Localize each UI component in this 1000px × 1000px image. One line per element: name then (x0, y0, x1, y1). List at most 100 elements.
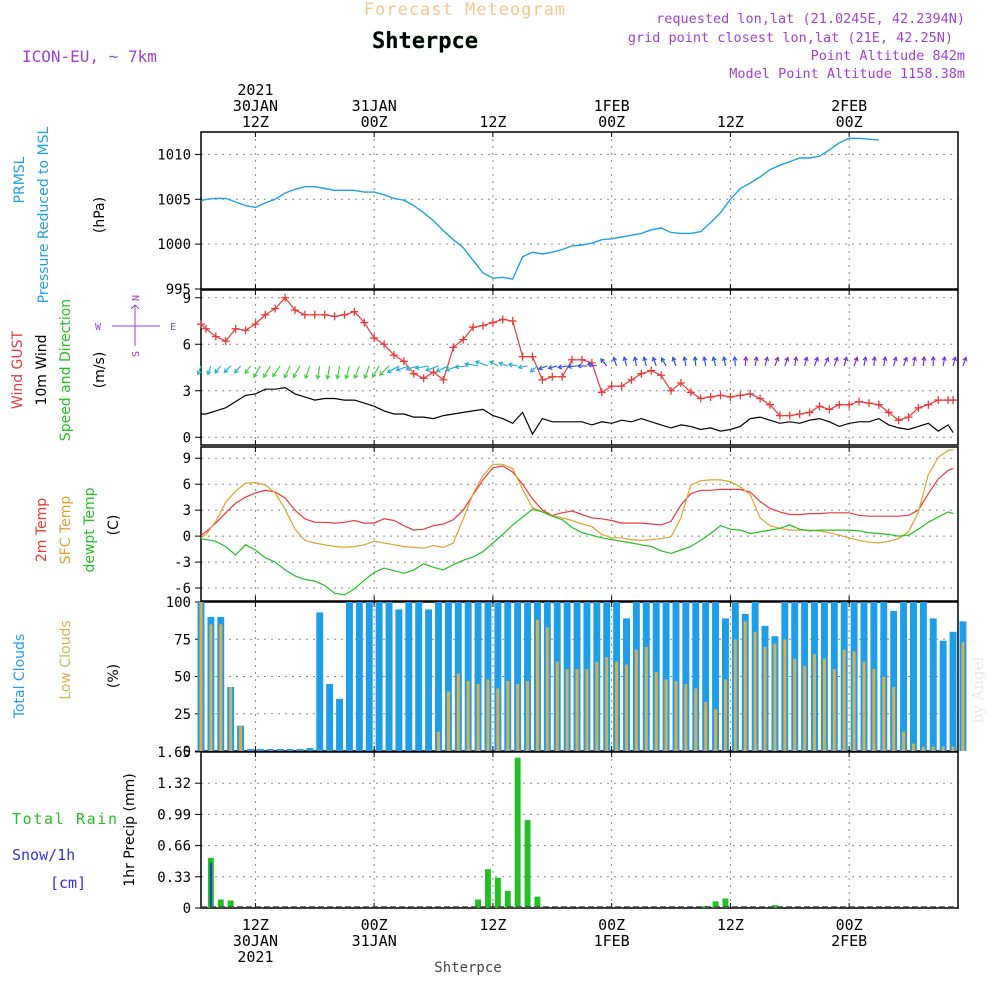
wind-arrow (652, 357, 657, 367)
wind-arrow-head (196, 370, 202, 376)
wind-arrow (489, 360, 499, 367)
wind-arrow-head (682, 355, 688, 362)
wind-arrow (843, 357, 848, 367)
total-cloud-bar (316, 612, 324, 751)
low-cloud-bar (625, 664, 628, 751)
wind-arrow-head (464, 361, 470, 367)
wind-arrow-head (803, 356, 809, 362)
precip-frame (200, 751, 959, 909)
low-cloud-bar (793, 658, 797, 751)
wind-arrow (744, 356, 747, 367)
rain-bar (771, 905, 778, 908)
total-cloud-bar (910, 602, 917, 751)
wind-arrow (643, 357, 647, 367)
wind-arrow-head (386, 368, 392, 374)
wind-arrow-head (272, 372, 277, 378)
wind-arrow (436, 365, 449, 372)
low-cloud-bar (803, 666, 807, 751)
wind-arrow-head (833, 356, 839, 362)
wind-arrow (244, 365, 251, 374)
wind-gust-marker (934, 396, 943, 405)
top-time-label: 31JAN (352, 97, 397, 115)
wind-gust-marker (627, 375, 636, 384)
low-cloud-bar (239, 725, 243, 751)
low-cloud-bar (229, 686, 233, 751)
pressure-ytick-label: 995 (166, 282, 191, 298)
wind-gust-marker (310, 310, 319, 319)
wind-arrow-head (335, 374, 341, 380)
wind-gust-marker (706, 392, 715, 401)
wind-arrow (794, 356, 797, 367)
wind-arrow (893, 357, 897, 367)
wind-gust-marker (399, 357, 408, 366)
rain-bar (722, 898, 729, 908)
low-cloud-bar (931, 746, 935, 751)
wind-direction-label: Speed and Direction (58, 299, 74, 441)
wind-arrow-head (921, 355, 927, 361)
wind-arrow-head (395, 366, 401, 372)
wind-arrow (922, 356, 925, 367)
wind-arrow (833, 357, 838, 367)
temp2m-line (200, 465, 954, 536)
low-cloud-bar (723, 679, 727, 751)
low-cloud-bar (783, 639, 787, 751)
low-clouds-label: Low Clouds (58, 620, 74, 699)
total-cloud-bar (306, 748, 314, 751)
rain-bar (514, 757, 521, 908)
cloud-panel: 0 25 50 75 100 (166, 595, 967, 760)
low-cloud-bar (644, 646, 648, 751)
temp-ytick-label: 0 (183, 529, 191, 545)
wind-arrow (672, 357, 677, 367)
low-cloud-bar (466, 680, 470, 751)
wind-gust-marker (271, 304, 280, 313)
wind-arrow-head (206, 370, 212, 376)
wind-arrow-head (557, 364, 563, 370)
low-cloud-bar (743, 621, 747, 751)
wind-arrow-head (223, 368, 229, 374)
wind-arrow (694, 356, 697, 367)
total-cloud-bar (514, 602, 522, 751)
low-cloud-bar (654, 672, 658, 751)
wind-arrow-head (862, 355, 868, 362)
rain-bar (712, 901, 719, 908)
rain-bar (524, 820, 531, 908)
wind-arrow-head (292, 373, 298, 379)
wind-arrow-head (325, 374, 331, 380)
total-cloud-bar (326, 683, 334, 751)
wind-gust-label: Wind GUST (10, 330, 26, 409)
wind-gust-marker (949, 396, 958, 405)
wind-arrow (475, 360, 489, 367)
wind-arrow-head (651, 356, 657, 362)
wind-arrow-head (363, 374, 369, 380)
top-time-label: 1FEB (594, 97, 630, 115)
wind-arrow (263, 365, 271, 378)
low-cloud-bar (872, 669, 876, 751)
temp-ytick-label: -3 (174, 555, 191, 571)
total-cloud-bar (662, 602, 670, 751)
low-cloud-bar (852, 651, 856, 751)
total-cloud-bar (702, 602, 710, 751)
wind-gust-marker (647, 366, 656, 375)
rain-bar (534, 896, 541, 908)
wind-arrow-head (941, 355, 947, 362)
wind-gust-marker (657, 371, 666, 380)
low-cloud-bar (199, 602, 203, 751)
bottom-time-label: 2021 (237, 948, 273, 966)
wind-arrow (661, 357, 667, 367)
compass-arrow-heads (130, 304, 140, 310)
wind-gust-marker (330, 312, 339, 321)
prmsl-label: PRMSL (12, 156, 28, 203)
wind-arrow-head (474, 360, 480, 365)
wind-gust-marker (459, 335, 468, 344)
wind-arrow (499, 362, 508, 367)
wind-arrow (703, 356, 707, 367)
bottom-time-label: 00Z (836, 916, 863, 934)
wind-arrow-head (353, 374, 359, 380)
wind-arrow-head (498, 361, 504, 367)
wind-arrow-head (962, 356, 968, 362)
wind-arrow (326, 365, 331, 379)
total-cloud-bar (949, 631, 957, 751)
low-cloud-bar (526, 680, 530, 751)
wind-gust-marker (350, 307, 359, 316)
